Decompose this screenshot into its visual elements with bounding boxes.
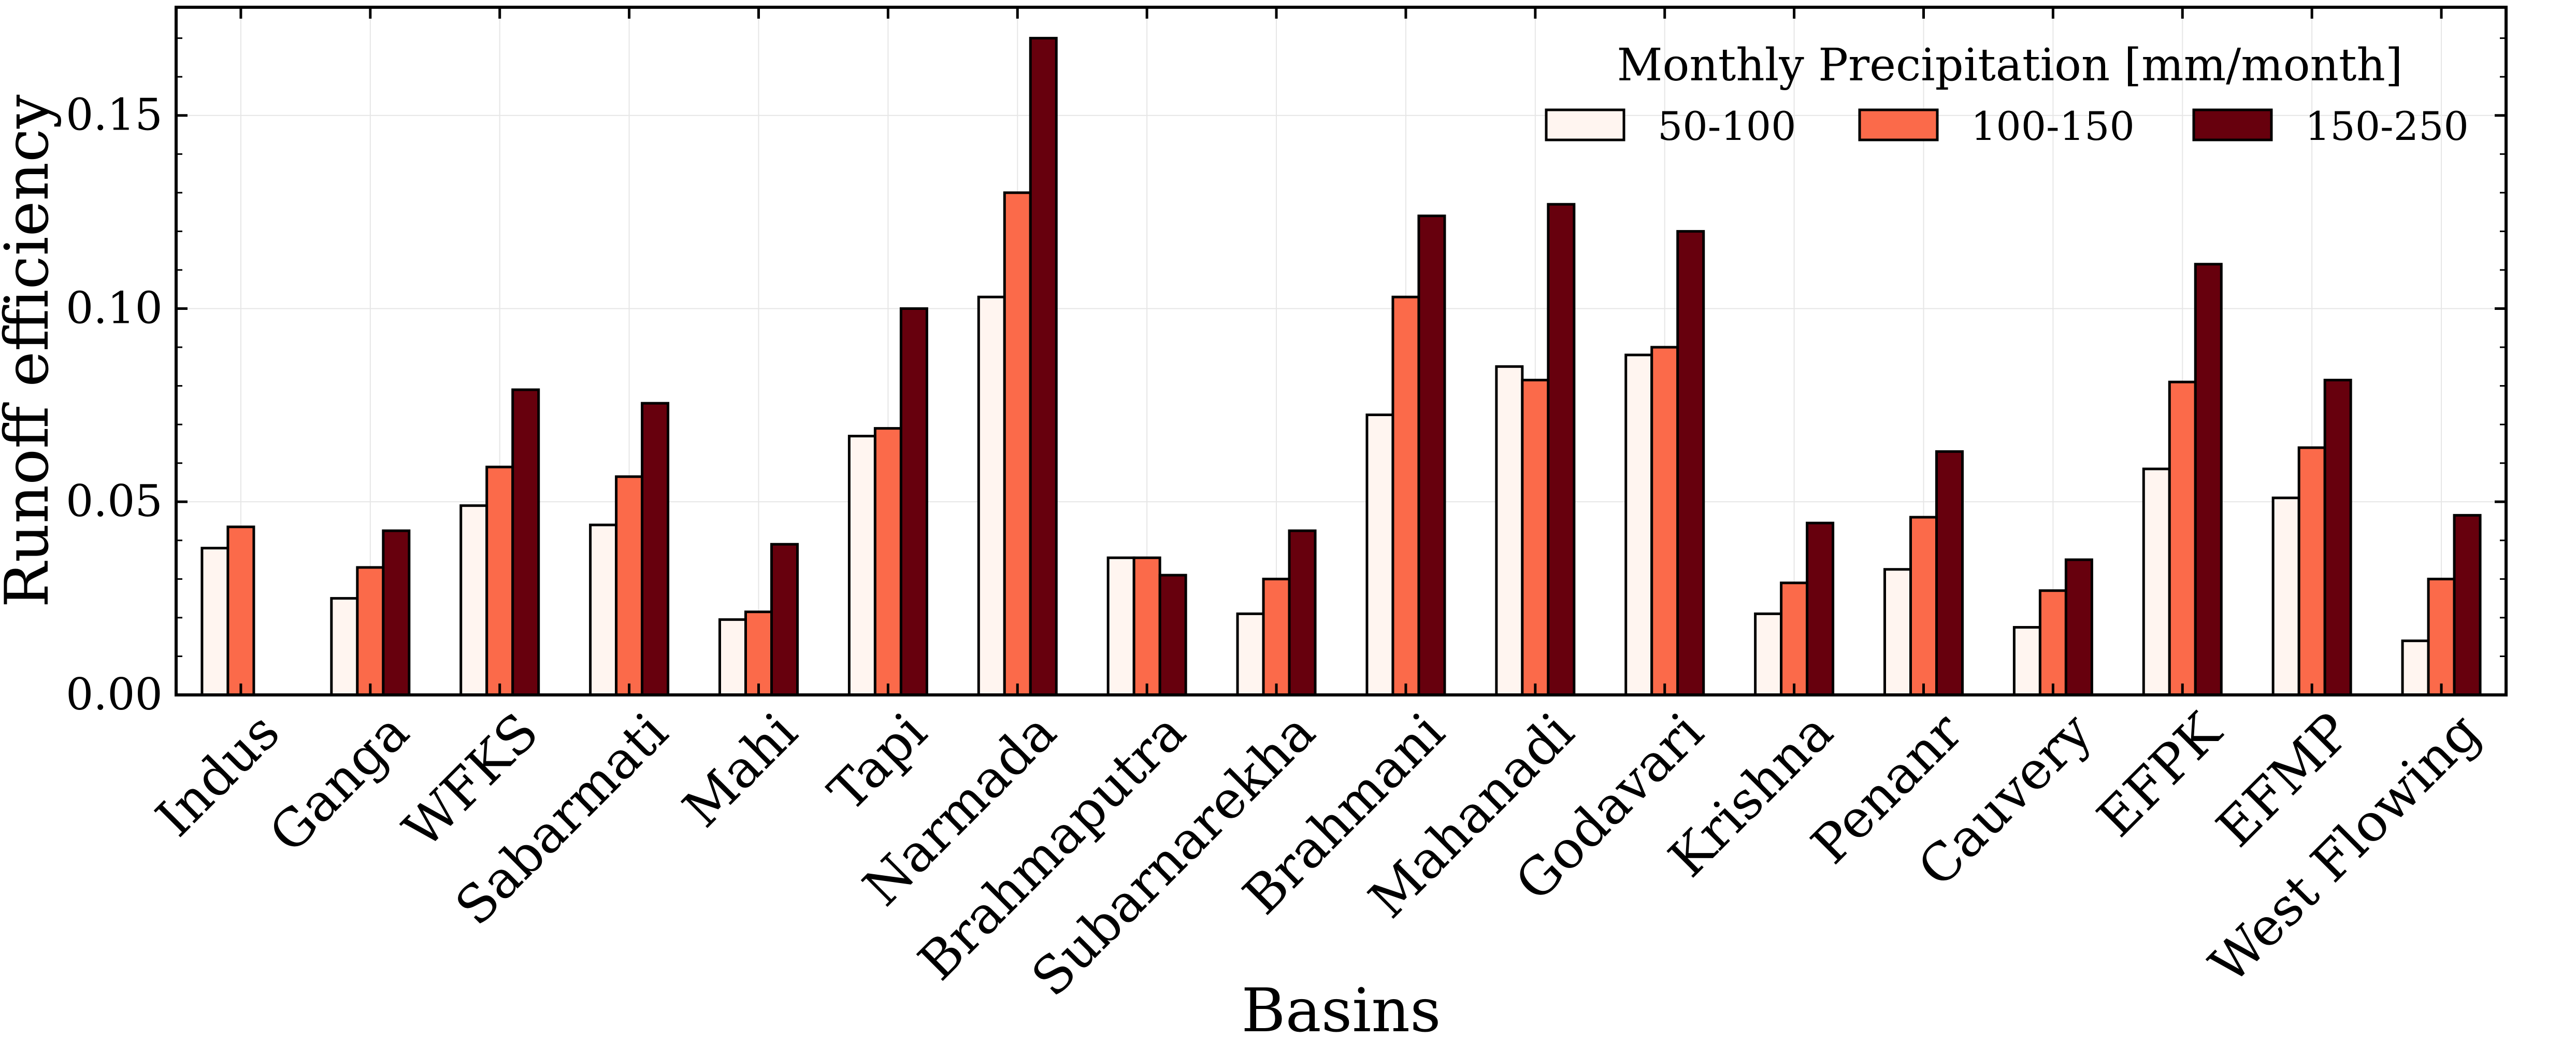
bar-100-150: [1650, 346, 1679, 696]
bar-50-100: [2271, 496, 2300, 696]
bar-150-250: [2064, 558, 2093, 696]
bar-50-100: [1624, 353, 1653, 696]
bar-150-250: [1806, 521, 1835, 696]
bar-50-100: [718, 618, 747, 696]
x-tick-label: Mahi: [671, 701, 809, 838]
legend-label-100-150: 100-150: [1971, 103, 2135, 149]
bar-150-250: [1547, 203, 1576, 696]
bar-100-150: [1521, 378, 1550, 696]
y-tick-label: 0.15: [66, 90, 163, 140]
bar-50-100: [1365, 414, 1394, 696]
bar-150-250: [641, 402, 670, 696]
bar-50-100: [589, 523, 618, 696]
bar-150-250: [1288, 529, 1317, 696]
x-tick-label: Tapi: [817, 701, 938, 822]
bar-150-250: [899, 307, 928, 696]
bar-100-150: [2427, 577, 2456, 696]
y-tick-label: 0.10: [66, 282, 163, 333]
bar-150-250: [1417, 215, 1446, 696]
bar-100-150: [1909, 516, 1938, 696]
bar-100-150: [744, 610, 773, 696]
bar-100-150: [356, 566, 385, 696]
bar-100-150: [226, 525, 255, 696]
bar-100-150: [2038, 589, 2067, 696]
bar-150-250: [382, 529, 411, 696]
bar-100-150: [615, 475, 644, 696]
bar-100-150: [1132, 556, 1161, 696]
bar-150-250: [2194, 263, 2223, 696]
bar-150-250: [2323, 378, 2352, 696]
bar-150-250: [1935, 450, 1964, 696]
bar-100-150: [1780, 581, 1809, 696]
bars: [200, 37, 2482, 696]
x-tick-label: EFPK: [2085, 701, 2233, 848]
bar-50-100: [2012, 626, 2041, 696]
bar-100-150: [2297, 446, 2326, 696]
legend-swatch-100-150: [1858, 108, 1939, 141]
legend-label-50-100: 50-100: [1658, 103, 1796, 149]
bar-50-100: [847, 435, 876, 696]
y-axis-title: Runoff efficiency: [0, 94, 62, 607]
legend-label-150-250: 150-250: [2305, 103, 2469, 149]
bar-150-250: [511, 388, 540, 696]
bar-150-250: [1158, 574, 1187, 696]
bar-50-100: [1883, 568, 1912, 696]
y-tick-label: 0.00: [66, 669, 163, 720]
bar-150-250: [1676, 230, 1705, 696]
y-tick-label: 0.05: [66, 476, 163, 526]
legend-swatch-50-100: [1545, 108, 1625, 141]
bar-100-150: [2168, 380, 2197, 696]
bar-100-150: [1262, 577, 1291, 696]
bar-100-150: [873, 427, 902, 696]
bar-150-250: [1029, 37, 1058, 696]
ticks: [176, 7, 2506, 696]
bar-50-100: [2401, 639, 2430, 696]
bar-100-150: [485, 465, 514, 696]
plot-frame: [175, 6, 2508, 696]
bar-100-150: [1003, 191, 1032, 696]
tick-labels: 0.000.050.100.15IndusGangaWFKSSabarmatiM…: [66, 90, 2492, 1008]
bar-50-100: [977, 295, 1006, 696]
bar-150-250: [770, 543, 799, 696]
legend: Monthly Precipitation [mm/month] 50-100 1…: [1545, 39, 2469, 149]
bar-50-100: [1754, 612, 1783, 696]
bar-50-100: [459, 504, 488, 696]
legend-title: Monthly Precipitation [mm/month]: [1617, 39, 2403, 91]
x-tick-label: Ganga: [257, 701, 420, 864]
bar-150-250: [2453, 514, 2482, 696]
bar-50-100: [1236, 612, 1265, 696]
bar-100-150: [1391, 295, 1420, 696]
bar-50-100: [200, 547, 229, 696]
x-axis-title: Basins: [1241, 976, 1441, 1046]
legend-swatch-150-250: [2192, 108, 2273, 141]
bar-50-100: [1495, 365, 1524, 696]
bar-50-100: [1106, 556, 1135, 696]
bar-50-100: [330, 597, 359, 696]
bar-50-100: [2142, 467, 2171, 696]
